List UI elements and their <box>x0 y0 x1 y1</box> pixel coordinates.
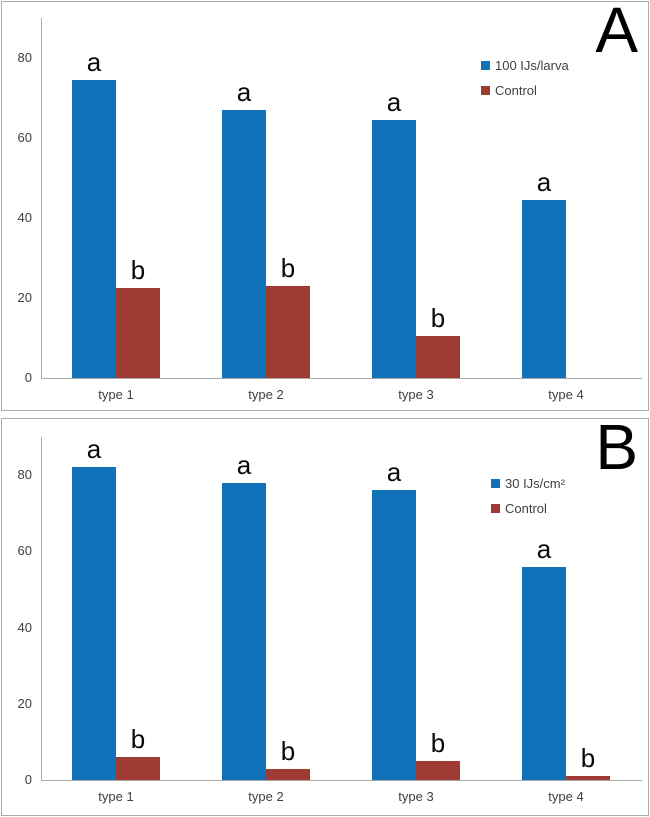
y-tick-label: 40 <box>17 620 32 635</box>
sig-letter: a <box>86 47 102 77</box>
sig-letter: b <box>280 736 296 766</box>
sig-letter: b <box>580 743 596 773</box>
x-category-label: type 2 <box>248 789 284 804</box>
chart-panel-a: 0 20 40 60 80 a b type 1 a b type 2 a b type 3 a type 4… <box>1 0 649 411</box>
bar-control <box>266 769 310 780</box>
bar-control <box>416 336 460 378</box>
bar-treatment <box>372 120 416 378</box>
x-category-label: type 3 <box>398 387 434 402</box>
bar-treatment <box>372 490 416 780</box>
sig-letter: b <box>130 255 146 285</box>
x-category-label: type 3 <box>398 789 434 804</box>
panel-label-a: A <box>595 0 638 66</box>
chart-panel-b: 0 20 40 60 80 a b type 1 a b type 2 a b type 3 a b type … <box>1 411 649 816</box>
bar-control <box>116 757 160 780</box>
y-axis-line <box>41 437 42 780</box>
legend-label-treatment: 30 IJs/cm² <box>505 476 565 491</box>
y-tick-label: 20 <box>17 696 32 711</box>
legend-label-treatment: 100 IJs/larva <box>495 58 569 73</box>
legend-swatch-treatment <box>481 61 490 70</box>
sig-letter: b <box>280 253 296 283</box>
x-category-label: type 4 <box>548 789 584 804</box>
x-category-label: type 4 <box>548 387 584 402</box>
legend-a: 100 IJs/larva Control <box>481 58 569 98</box>
y-tick-label: 80 <box>17 467 32 482</box>
y-tick-label: 80 <box>17 50 32 65</box>
bar-treatment <box>72 467 116 780</box>
x-axis-line <box>41 780 642 781</box>
bar-treatment <box>522 567 566 780</box>
bar-treatment <box>72 80 116 378</box>
legend-label-control: Control <box>495 83 537 98</box>
sig-letter: a <box>236 77 252 107</box>
x-category-label: type 1 <box>98 789 134 804</box>
x-axis-line <box>41 378 642 379</box>
bar-control <box>266 286 310 378</box>
bar-treatment <box>222 110 266 378</box>
sig-letter: a <box>536 167 552 197</box>
legend-b: 30 IJs/cm² Control <box>491 476 565 516</box>
panel-label-b: B <box>595 411 638 483</box>
legend-swatch-control <box>481 86 490 95</box>
sig-letter: a <box>86 434 102 464</box>
bar-control <box>566 776 610 780</box>
legend-item-control-a: Control <box>481 83 569 98</box>
bar-treatment <box>522 200 566 378</box>
y-tick-label: 40 <box>17 210 32 225</box>
bar-control <box>416 761 460 780</box>
sig-letter: a <box>536 534 552 564</box>
y-axis-line <box>41 18 42 378</box>
sig-letter: b <box>430 728 446 758</box>
sig-letter: b <box>430 303 446 333</box>
legend-item-control-b: Control <box>491 501 565 516</box>
x-category-label: type 1 <box>98 387 134 402</box>
legend-item-treatment-a: 100 IJs/larva <box>481 58 569 73</box>
sig-letter: a <box>386 87 402 117</box>
legend-item-treatment-b: 30 IJs/cm² <box>491 476 565 491</box>
sig-letter: b <box>130 724 146 754</box>
bar-treatment <box>222 483 266 780</box>
plot-area-a: 0 20 40 60 80 a b type 1 a b type 2 a b type 3 a type 4 <box>2 2 648 410</box>
sig-letter: a <box>386 457 402 487</box>
y-tick-label: 0 <box>24 772 32 787</box>
plot-area-b: 0 20 40 60 80 a b type 1 a b type 2 a b type 3 a b type … <box>2 419 648 815</box>
y-tick-label: 0 <box>24 370 32 385</box>
bar-control <box>116 288 160 378</box>
legend-swatch-control <box>491 504 500 513</box>
y-tick-label: 20 <box>17 290 32 305</box>
y-tick-label: 60 <box>17 543 32 558</box>
sig-letter: a <box>236 450 252 480</box>
legend-swatch-treatment <box>491 479 500 488</box>
legend-label-control: Control <box>505 501 547 516</box>
y-tick-label: 60 <box>17 130 32 145</box>
x-category-label: type 2 <box>248 387 284 402</box>
